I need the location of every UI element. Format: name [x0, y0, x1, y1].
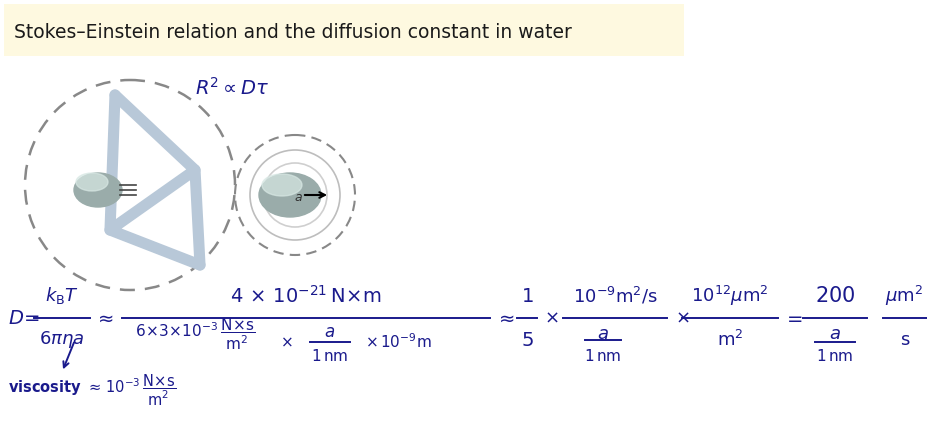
Text: $4\,\times\,10^{-21}\,\mathrm{N\!\times\!m}$: $4\,\times\,10^{-21}\,\mathrm{N\!\times\…	[230, 285, 382, 307]
Ellipse shape	[74, 173, 122, 207]
Text: $=$: $=$	[783, 309, 803, 328]
Bar	[4, 4, 684, 56]
Text: $1$: $1$	[521, 286, 533, 306]
Text: $\mathrm{1\,nm}$: $\mathrm{1\,nm}$	[311, 348, 349, 364]
Text: viscosity $\approx\,10^{-3}\,\dfrac{\mathrm{N\!\times\!s}}{\mathrm{m}^2}$: viscosity $\approx\,10^{-3}\,\dfrac{\mat…	[8, 372, 176, 408]
Text: $200$: $200$	[815, 286, 856, 306]
Text: $D\!=\!$: $D\!=\!$	[8, 309, 40, 328]
Text: $\times$: $\times$	[544, 309, 558, 327]
Text: $\approx$: $\approx$	[94, 309, 114, 328]
Text: $5$: $5$	[521, 331, 533, 349]
Text: $\approx$: $\approx$	[495, 309, 515, 328]
Text: $\times$: $\times$	[280, 334, 292, 349]
Text: $\mathrm{s}$: $\mathrm{s}$	[900, 331, 910, 349]
Ellipse shape	[259, 173, 321, 217]
Text: a: a	[294, 190, 302, 204]
Ellipse shape	[262, 174, 302, 196]
Text: $10^{12}\mu\mathrm{m}^2$: $10^{12}\mu\mathrm{m}^2$	[692, 284, 768, 308]
Text: $\mathrm{m}^2$: $\mathrm{m}^2$	[717, 330, 743, 350]
Ellipse shape	[76, 173, 108, 191]
Text: $6\!\times\!3\!\times\!10^{-3}\,\dfrac{\mathrm{N\!\times\!s}}{\mathrm{m}^2}$: $6\!\times\!3\!\times\!10^{-3}\,\dfrac{\…	[134, 316, 255, 352]
Text: $\mathrm{1\,nm}$: $\mathrm{1\,nm}$	[817, 348, 854, 364]
Text: $6\pi\eta a$: $6\pi\eta a$	[39, 329, 84, 351]
Text: $\mathit{R}^2 \propto \mathit{D}\tau$: $\mathit{R}^2 \propto \mathit{D}\tau$	[195, 77, 270, 99]
Text: Stokes–Einstein relation and the diffusion constant in water: Stokes–Einstein relation and the diffusi…	[14, 23, 572, 42]
Text: $\times$: $\times$	[675, 309, 690, 327]
Text: $\times\,10^{-9}\mathrm{m}$: $\times\,10^{-9}\mathrm{m}$	[364, 333, 431, 351]
Text: $k_{\mathrm{B}}T$: $k_{\mathrm{B}}T$	[45, 286, 79, 306]
Text: $a$: $a$	[829, 325, 841, 343]
Text: $\mathrm{1\,nm}$: $\mathrm{1\,nm}$	[584, 348, 622, 364]
Text: $a$: $a$	[324, 323, 336, 341]
Text: $\mu\mathrm{m}^2$: $\mu\mathrm{m}^2$	[885, 284, 923, 308]
Text: $10^{-9}\mathrm{m}^2\mathrm{/s}$: $10^{-9}\mathrm{m}^2\mathrm{/s}$	[573, 286, 657, 306]
Text: $a$: $a$	[597, 325, 609, 343]
